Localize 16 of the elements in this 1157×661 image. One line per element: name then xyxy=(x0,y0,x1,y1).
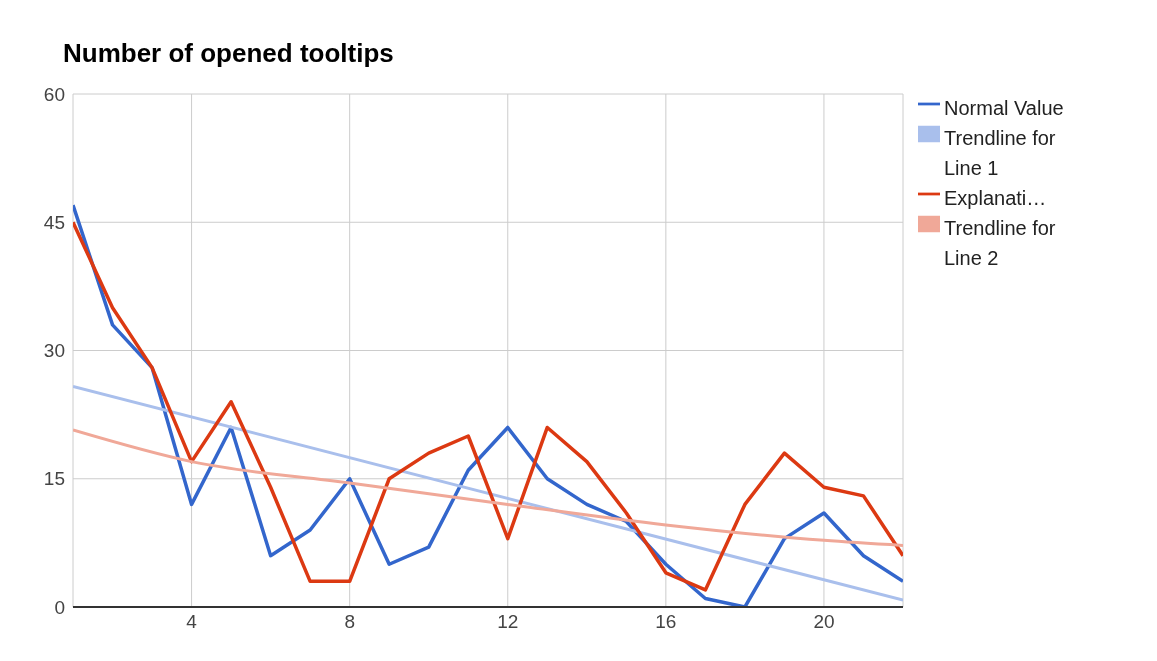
legend-label: Trendline for Line 2 xyxy=(944,216,1057,271)
line-series xyxy=(73,428,903,547)
y-tick-label: 45 xyxy=(43,211,65,233)
y-tick-label: 15 xyxy=(43,468,65,490)
x-tick-label: 12 xyxy=(497,611,519,633)
y-tick-label: 30 xyxy=(43,340,65,362)
chart-title: Number of opened tooltips xyxy=(63,38,394,69)
x-tick-label: 16 xyxy=(655,611,677,633)
y-tick-label: 60 xyxy=(43,83,65,105)
x-tick-label: 4 xyxy=(186,611,198,633)
legend-label: Normal Value xyxy=(944,96,1064,121)
y-tick-label: 0 xyxy=(54,596,65,618)
legend-label: Explanati… xyxy=(944,186,1048,211)
x-tick-label: 20 xyxy=(813,611,835,633)
x-tick-label: 8 xyxy=(344,611,355,633)
legend-label: Trendline for Line 1 xyxy=(944,126,1057,181)
